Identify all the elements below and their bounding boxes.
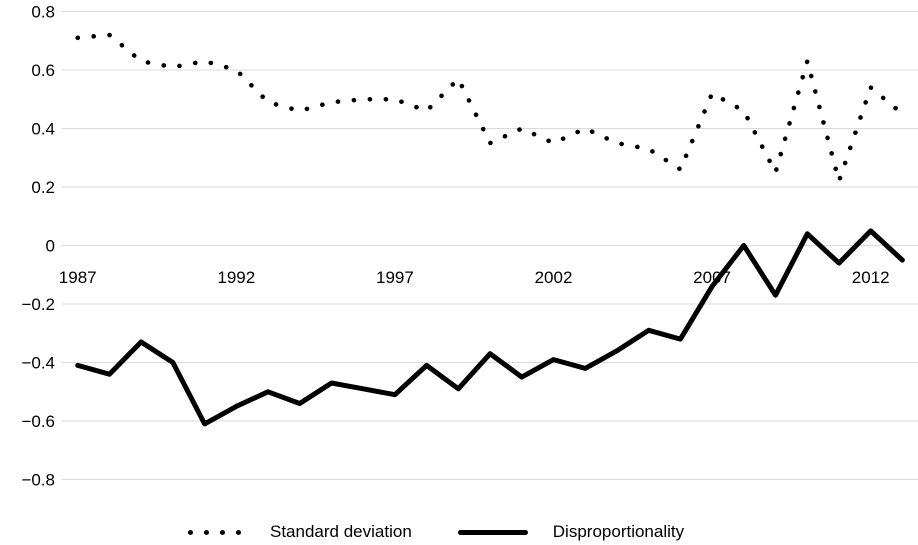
- series-line-dotted: [75, 32, 905, 190]
- legend-label-disproportionality: Disproportionality: [552, 522, 685, 541]
- x-tick-label: 2012: [852, 268, 890, 287]
- x-tick-label: 2002: [535, 268, 573, 287]
- legend: Standard deviation Disproportionality: [188, 520, 684, 544]
- legend-dot-icon: [188, 529, 193, 535]
- legend-dot-icon: [220, 529, 225, 535]
- legend-dot-icon: [204, 529, 209, 535]
- y-tick-label: −0.4: [21, 354, 55, 373]
- y-tick-label: 0.6: [31, 61, 55, 80]
- y-tick-label: −0.2: [21, 295, 55, 314]
- x-tick-label: 1987: [59, 268, 97, 287]
- y-tick-label: 0.4: [31, 120, 55, 139]
- legend-dot-icon: [236, 529, 241, 535]
- x-tick-label: 1997: [376, 268, 414, 287]
- y-tick-label: −0.6: [21, 412, 55, 431]
- y-tick-label: 0: [46, 237, 55, 256]
- series-line-solid: [75, 228, 905, 427]
- y-tick-label: 0.2: [31, 178, 55, 197]
- y-tick-label: 0.8: [31, 3, 55, 22]
- x-tick-label: 1992: [217, 268, 255, 287]
- legend-label-standard-deviation: Standard deviation: [270, 522, 412, 541]
- legend-marker-solid-line: [457, 529, 528, 535]
- legend-marker-dotted-line: [188, 529, 241, 535]
- y-tick-label: −0.8: [21, 471, 55, 490]
